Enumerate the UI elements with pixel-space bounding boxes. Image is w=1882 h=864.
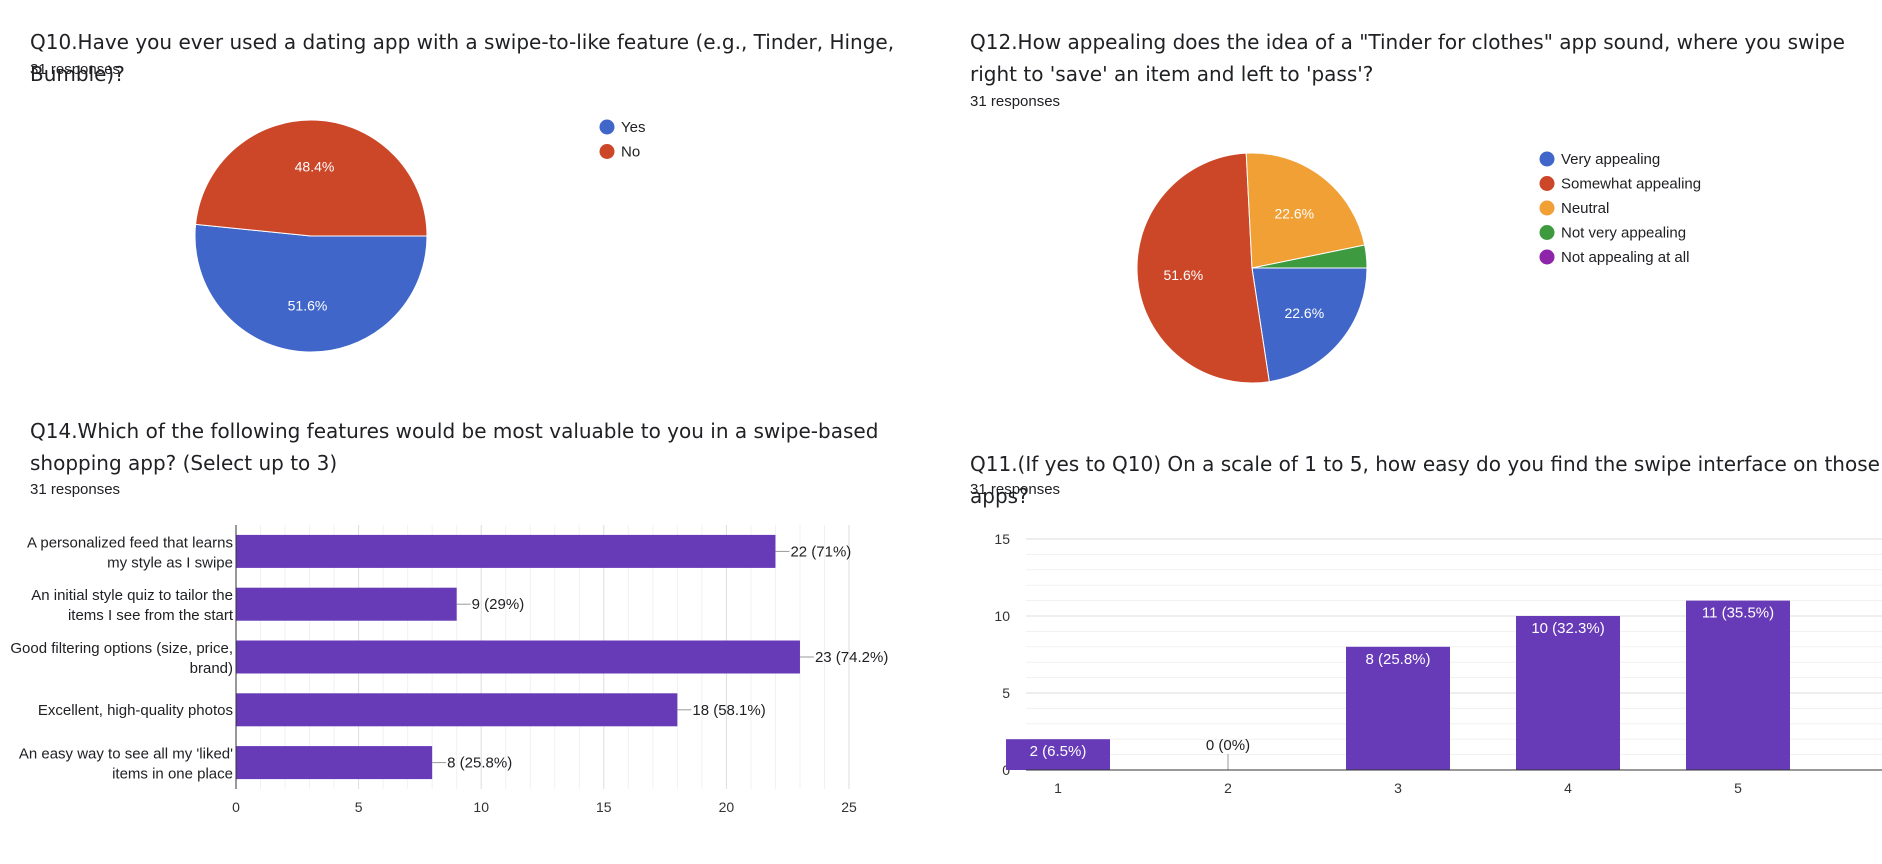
q14-panel: Q14.Which of the following features woul… [0, 410, 940, 864]
category-label: An easy way to see all my 'liked' [19, 746, 233, 763]
pie-slice [195, 119, 428, 237]
q14-bar-chart: 0 5 10 15 20 25 22 (71%) A personalized feed th… [10, 525, 888, 815]
x-tick-label: 5 [1734, 780, 1742, 796]
legend-label: Somewhat appealing [1561, 176, 1701, 193]
category-label: items I see from the start [68, 607, 234, 624]
q11-responses: 31 responses [970, 481, 1061, 498]
category-label: A personalized feed that learns [27, 534, 233, 551]
x-tick-label: 20 [719, 799, 735, 815]
q14-responses: 31 responses [30, 481, 121, 498]
legend-label: Very appealing [1561, 151, 1660, 168]
q12-title: Q12.How appealing does the idea of a "Ti… [970, 30, 1845, 86]
legend-swatch [1539, 200, 1555, 216]
bar-data-label: 0 (0%) [1206, 737, 1250, 754]
bar-data-label: 18 (58.1%) [692, 702, 765, 719]
q12-panel: Q12.How appealing does the idea of a "Ti… [940, 0, 1882, 410]
q10-pie-chart: 51.6% 48.4% Yes No [194, 119, 645, 353]
q14-title: Q14.Which of the following features woul… [30, 419, 879, 475]
q10-title: Q10.Have you ever used a dating app with… [30, 30, 895, 86]
legend-label: Not very appealing [1561, 225, 1686, 242]
bar-data-label: 2 (6.5%) [1030, 743, 1087, 760]
legend-swatch [1539, 151, 1555, 167]
bar-data-label: 22 (71%) [790, 543, 851, 560]
legend-swatch [1539, 249, 1555, 265]
category-label: Excellent, high-quality photos [38, 702, 233, 719]
y-tick-label: 5 [1002, 685, 1010, 701]
bar [236, 746, 433, 780]
bar [1686, 600, 1790, 770]
bar [236, 587, 457, 621]
q11-title: Q11.(If yes to Q10) On a scale of 1 to 5… [970, 452, 1880, 508]
q12-pie-chart: 22.6% 51.6% 22.6% Very appealing Somewhat ap… [1136, 151, 1701, 384]
category-label: my style as I swipe [107, 554, 233, 571]
legend-swatch [1539, 176, 1555, 191]
category-label: An initial style quiz to tailor the [31, 587, 233, 604]
x-tick-label: 0 [232, 799, 240, 815]
pie-slice-label: 51.6% [288, 298, 328, 314]
pie-slice-label: 51.6% [1163, 267, 1203, 283]
x-tick-label: 5 [355, 799, 363, 815]
legend-label: Neutral [1561, 200, 1609, 217]
x-tick-label: 4 [1564, 780, 1572, 796]
bar [1516, 616, 1620, 770]
bar-data-label: 11 (35.5%) [1702, 605, 1774, 622]
bar [1006, 739, 1110, 770]
x-tick-label: 2 [1224, 780, 1232, 796]
x-tick-label: 3 [1394, 780, 1402, 796]
pie-slice-label: 48.4% [295, 158, 335, 174]
q10-panel: Q10.Have you ever used a dating app with… [0, 0, 940, 410]
x-tick-label: 25 [841, 799, 857, 815]
bar [236, 534, 776, 568]
q10-responses: 31 responses [30, 61, 121, 78]
y-tick-label: 15 [994, 531, 1010, 547]
legend-swatch [599, 144, 615, 159]
legend-label: No [621, 144, 640, 161]
y-tick-label: 10 [994, 608, 1010, 624]
bar-data-label: 23 (74.2%) [815, 649, 888, 666]
bar [1346, 646, 1450, 770]
pie-slice [1251, 267, 1368, 383]
legend-label: Yes [621, 119, 645, 136]
pie-slice [1251, 244, 1368, 269]
category-label: Good filtering options (size, price, [10, 640, 233, 657]
bar-data-label: 10 (32.3%) [1531, 620, 1604, 637]
bar [236, 640, 800, 674]
x-tick-label: 1 [1054, 780, 1062, 796]
q12-responses: 31 responses [970, 93, 1061, 110]
category-label: items in one place [112, 766, 233, 783]
bar [236, 693, 678, 727]
pie-slice [1136, 152, 1270, 384]
legend-label: Not appealing at all [1561, 249, 1689, 266]
bar-data-label: 9 (29%) [472, 596, 525, 613]
x-tick-label: 10 [473, 799, 489, 815]
bar-data-label: 8 (25.8%) [447, 755, 512, 772]
pie-slice-label: 22.6% [1284, 305, 1324, 321]
pie-slice [194, 223, 428, 353]
pie-slice [1245, 152, 1366, 269]
q11-panel: Q11.(If yes to Q10) On a scale of 1 to 5… [940, 410, 1882, 864]
legend-swatch [1539, 225, 1555, 240]
x-tick-label: 15 [596, 799, 612, 815]
legend-swatch [599, 119, 615, 135]
pie-slice-label: 22.6% [1274, 205, 1314, 221]
bar-data-label: 8 (25.8%) [1365, 651, 1430, 668]
category-label: brand) [190, 660, 233, 677]
